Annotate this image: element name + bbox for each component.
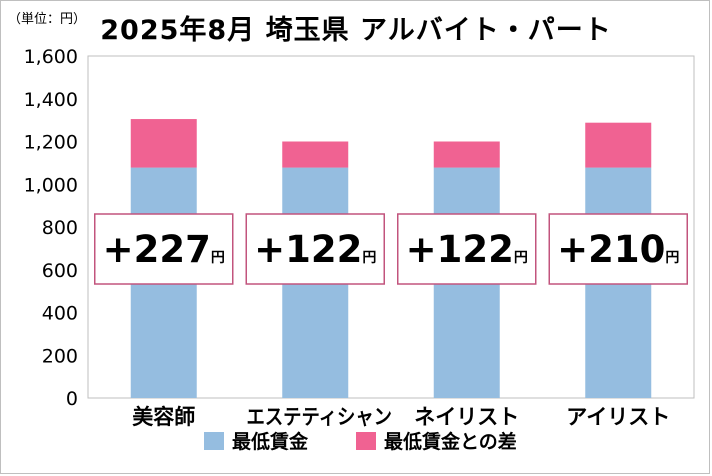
callout-unit: 円 <box>211 250 225 266</box>
difference-callout: +122円 <box>245 213 385 285</box>
callout-unit: 円 <box>665 250 679 266</box>
y-tick-label: 0 <box>66 388 78 410</box>
y-tick-label: 1,600 <box>24 46 78 68</box>
legend-label: 最低賃金 <box>232 430 309 453</box>
callout-text: +122円 <box>254 228 376 271</box>
legend-label: 最低賃金との差 <box>384 430 517 453</box>
y-tick-label: 1,400 <box>24 89 78 111</box>
bar-diff <box>433 141 500 168</box>
bar-diff <box>585 122 652 168</box>
callout-unit: 円 <box>362 250 376 266</box>
callout-box <box>245 213 385 285</box>
callout-value: +122 <box>254 228 362 271</box>
callout-box <box>397 213 537 285</box>
bar-diff <box>282 141 349 168</box>
callout-text: +122円 <box>406 228 528 271</box>
y-tick-label: 200 <box>42 345 78 367</box>
x-category-label: ネイリスト <box>414 405 519 429</box>
callout-text: +227円 <box>103 228 225 271</box>
x-category-label: エステティシャン <box>247 405 393 429</box>
difference-callout: +122円 <box>397 213 537 285</box>
difference-callout: +210円 <box>548 213 688 285</box>
y-tick-label: 1,000 <box>24 174 78 196</box>
plot-area <box>87 55 695 399</box>
callout-unit: 円 <box>514 250 528 266</box>
difference-callout: +227円 <box>94 213 234 285</box>
unit-label: （単位：円） <box>8 12 87 27</box>
legend-swatch <box>204 432 224 450</box>
x-category-label: アイリスト <box>566 405 670 429</box>
x-category-label: 美容師 <box>132 405 195 429</box>
callout-value: +122 <box>406 228 514 271</box>
chart-title: 2025年8月 埼玉県 アルバイト・パート <box>100 15 612 46</box>
callout-value: +227 <box>103 228 211 271</box>
legend-item: 最低賃金との差 <box>356 430 517 453</box>
legend-swatch <box>356 432 376 450</box>
legend-item: 最低賃金 <box>204 430 309 453</box>
y-tick-label: 400 <box>42 303 78 325</box>
callout-value: +210 <box>557 228 665 271</box>
y-tick-label: 600 <box>42 260 78 282</box>
callout-text: +210円 <box>557 228 679 271</box>
callout-box <box>548 213 688 285</box>
callout-box <box>94 213 234 285</box>
y-tick-label: 1,200 <box>24 132 78 154</box>
y-tick-label: 800 <box>42 217 78 239</box>
bar-diff <box>130 119 197 168</box>
